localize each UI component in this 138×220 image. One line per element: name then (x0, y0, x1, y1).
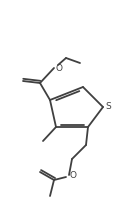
Text: O: O (55, 64, 62, 73)
Text: O: O (70, 170, 77, 180)
Text: S: S (105, 101, 111, 110)
